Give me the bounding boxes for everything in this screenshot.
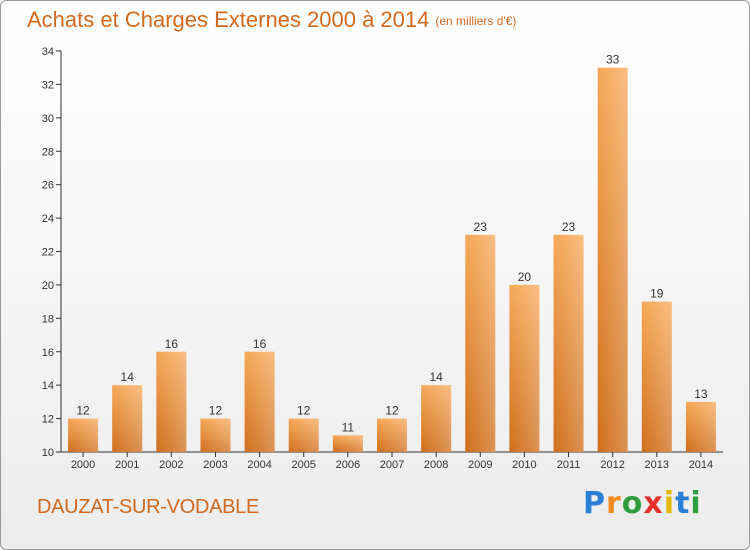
data-label: 11 xyxy=(342,420,355,434)
bar-sheen xyxy=(200,418,231,452)
bar-sheen xyxy=(597,67,628,452)
data-label: 20 xyxy=(518,270,532,284)
x-tick-label: 2010 xyxy=(512,459,536,471)
x-tick-label: 2007 xyxy=(380,459,404,471)
bar-sheen xyxy=(112,385,143,452)
x-axis-ticks: 2000 2001 2002 2003 2004 2005 2006 2007 2008 2009… xyxy=(71,452,713,471)
place-name: DAUZAT-SUR-VODABLE xyxy=(37,496,260,518)
y-axis-ticks: 10 12 14 16 18 20 22 24 26 28 30 32 34 xyxy=(42,46,61,459)
x-tick-label: 2008 xyxy=(424,459,448,471)
bar-sheen xyxy=(421,385,452,452)
y-tick-label: 16 xyxy=(42,347,54,359)
x-tick-label: 2011 xyxy=(557,459,581,471)
bar-sheen xyxy=(244,351,275,452)
x-tick-label: 2009 xyxy=(468,459,492,471)
bar-sheen xyxy=(288,418,319,452)
data-label: 19 xyxy=(650,287,664,301)
bar-sheen xyxy=(68,418,99,452)
y-tick-label: 14 xyxy=(42,380,54,392)
logo-letter: i xyxy=(690,486,702,521)
data-label: 33 xyxy=(606,53,620,67)
x-tick-label: 2012 xyxy=(600,459,624,471)
logo-letter: x xyxy=(643,486,664,521)
logo-letter: i xyxy=(663,486,676,521)
y-tick-label: 28 xyxy=(42,146,54,158)
y-tick-label: 18 xyxy=(42,313,54,325)
x-tick-label: 2003 xyxy=(203,459,227,471)
logo-letter: P xyxy=(583,486,606,521)
chart-title: Achats et Charges Externes 2000 à 2014 (e… xyxy=(27,7,516,33)
bar-sheen xyxy=(641,301,672,452)
bar-sheen xyxy=(465,234,496,452)
y-tick-label: 34 xyxy=(42,46,54,58)
logo-letter: r xyxy=(606,486,622,521)
data-label: 12 xyxy=(385,404,399,418)
bar-sheen xyxy=(377,418,407,452)
data-label: 13 xyxy=(694,387,708,401)
bars-group: 12 14 16 12 16 12 11 12 14 23 20 23 33 19 13 xyxy=(68,53,716,452)
y-tick-label: 32 xyxy=(42,79,54,91)
x-tick-label: 2004 xyxy=(247,459,271,471)
bar-sheen xyxy=(332,435,363,452)
y-tick-label: 26 xyxy=(42,180,54,192)
x-tick-label: 2001 xyxy=(115,459,139,471)
y-tick-label: 24 xyxy=(42,213,54,225)
data-label: 12 xyxy=(297,404,311,418)
chart-title-text: Achats et Charges Externes 2000 à 2014 xyxy=(27,7,430,32)
y-tick-label: 22 xyxy=(42,247,54,259)
x-tick-label: 2000 xyxy=(71,459,95,471)
y-tick-label: 10 xyxy=(42,447,54,459)
logo-letter: o xyxy=(621,486,644,521)
data-label: 23 xyxy=(562,220,576,234)
bar-sheen xyxy=(509,284,540,452)
data-label: 14 xyxy=(429,370,443,384)
logo-letter: t xyxy=(675,486,691,521)
data-label: 23 xyxy=(474,220,488,234)
y-tick-label: 20 xyxy=(42,280,54,292)
data-label: 12 xyxy=(76,404,90,418)
x-tick-label: 2013 xyxy=(645,459,669,471)
x-tick-label: 2006 xyxy=(336,459,360,471)
x-tick-label: 2014 xyxy=(689,459,713,471)
data-label: 16 xyxy=(253,337,267,351)
proxiti-logo[interactable]: Proxiti xyxy=(583,486,702,521)
x-tick-label: 2002 xyxy=(159,459,183,471)
chart-subtitle: (en milliers d'€) xyxy=(435,14,517,29)
data-label: 12 xyxy=(209,404,223,418)
data-label: 16 xyxy=(165,337,179,351)
bar-sheen xyxy=(156,351,187,452)
y-tick-label: 30 xyxy=(42,113,54,125)
bar-sheen xyxy=(553,234,584,452)
bar-sheen xyxy=(685,401,716,452)
x-tick-label: 2005 xyxy=(291,459,315,471)
data-label: 14 xyxy=(121,370,135,384)
y-tick-label: 12 xyxy=(42,414,54,426)
